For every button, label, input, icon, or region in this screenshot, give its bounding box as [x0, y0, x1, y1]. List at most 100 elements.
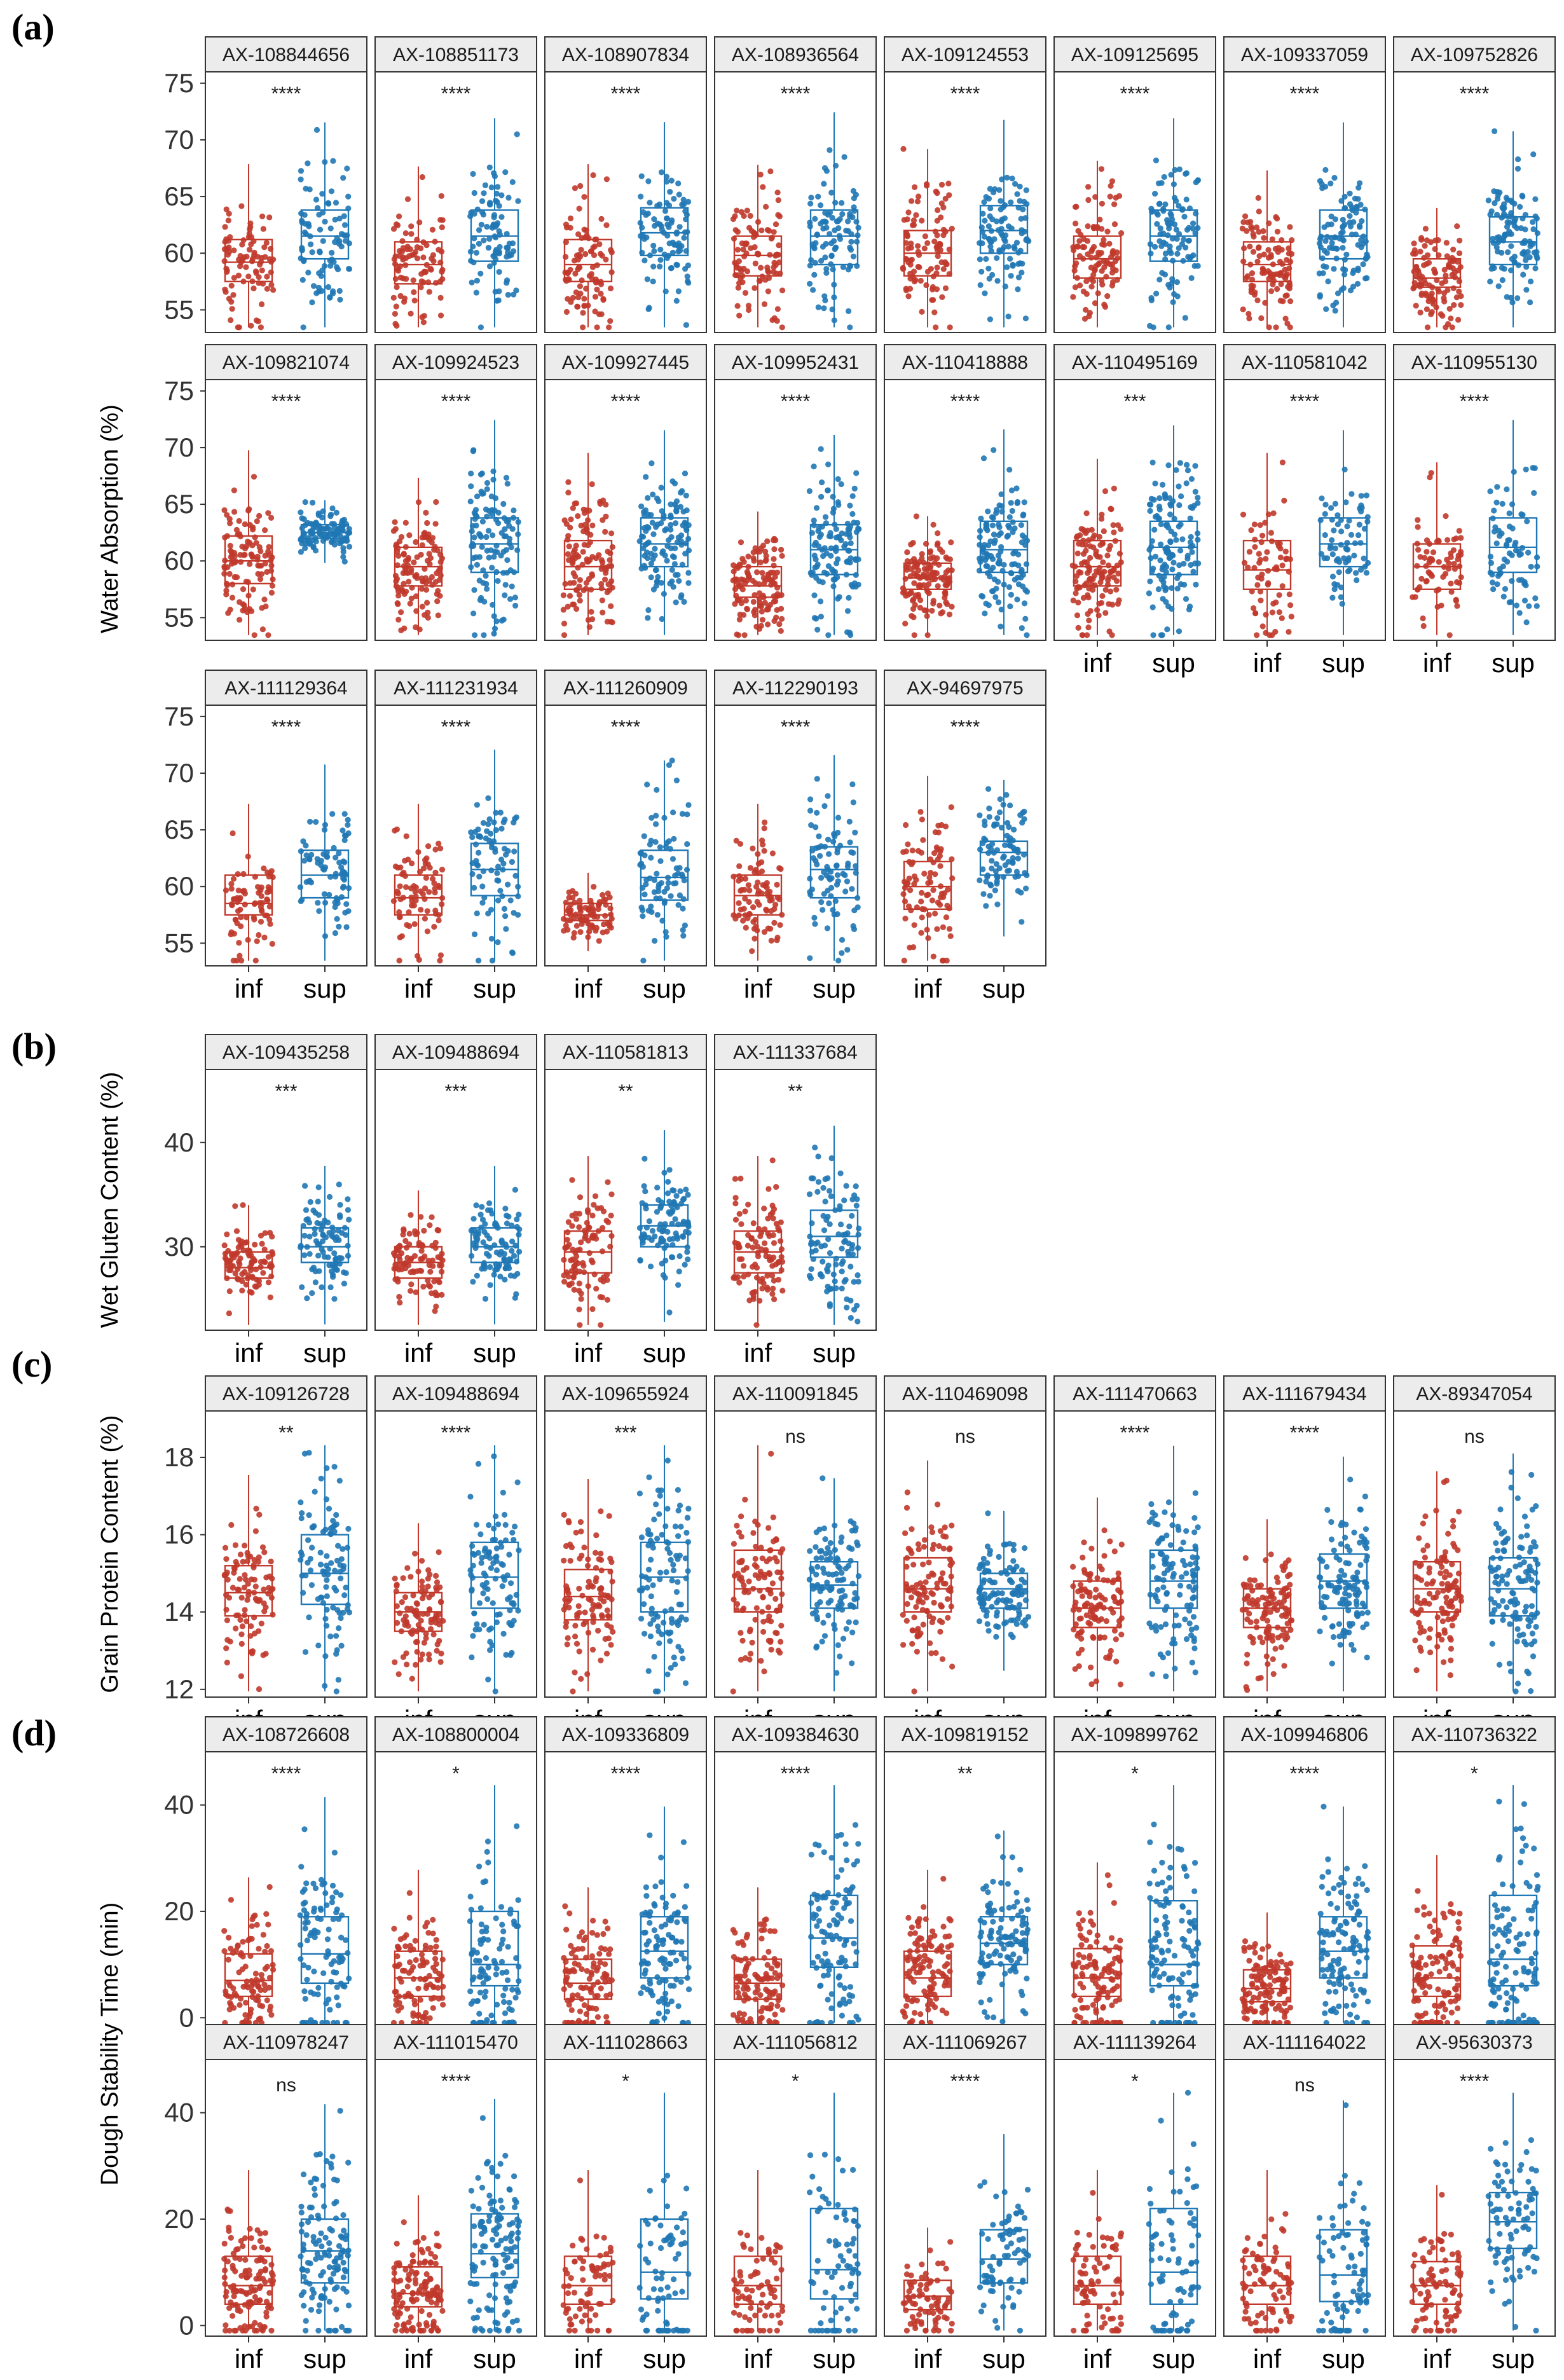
sup-point [668, 893, 674, 899]
inf-point [240, 870, 247, 877]
sup-point [665, 879, 671, 886]
sup-point [1158, 521, 1164, 528]
inf-point [260, 226, 266, 232]
sup-point [300, 324, 306, 331]
sup-point [850, 253, 856, 259]
inf-point [432, 890, 438, 896]
sup-point [846, 595, 852, 601]
inf-point [1268, 530, 1274, 536]
inf-point [1095, 290, 1101, 296]
inf-point [1244, 273, 1251, 279]
inf-point [603, 222, 610, 228]
sup-point [472, 841, 479, 848]
inf-point [1099, 200, 1105, 207]
inf-point [411, 298, 418, 304]
sup-point [483, 533, 490, 540]
inf-point [1445, 263, 1452, 270]
inf-point [902, 621, 909, 627]
inf-point [608, 1191, 615, 1197]
sup-point [315, 288, 322, 295]
inf-point [242, 521, 248, 528]
inf-point [1098, 166, 1105, 172]
inf-point [924, 240, 931, 246]
inf-point [434, 598, 441, 605]
sup-point [653, 813, 659, 819]
inf-point [937, 902, 943, 908]
sup-point [1176, 628, 1183, 635]
inf-point [410, 277, 416, 284]
inf-point [429, 1214, 435, 1220]
inf-point [226, 1288, 233, 1295]
sup-point [299, 246, 305, 252]
inf-point [939, 294, 945, 300]
sup-point [844, 947, 851, 953]
inf-point [923, 282, 929, 289]
sup-point [1165, 462, 1172, 469]
sup-point [1154, 221, 1160, 227]
x-tick-label-sup: sup [1322, 648, 1365, 678]
inf-point [737, 539, 744, 546]
y-tick-label: 75 [164, 68, 194, 98]
y-tick-label: 55 [164, 294, 194, 324]
facet-ax-109435258: AX-109435258***inf sup [205, 1034, 367, 1368]
sup-point [666, 224, 672, 230]
sup-point [996, 560, 1003, 567]
inf-point [223, 206, 230, 212]
sup-point [332, 930, 339, 937]
inf-point [902, 898, 909, 905]
sup-point [480, 1239, 486, 1246]
x-tick-label-inf: inf [235, 1338, 263, 1368]
inf-point [605, 890, 611, 897]
sup-point [1327, 181, 1334, 187]
sup-point [1167, 247, 1173, 254]
inf-point [406, 923, 413, 930]
inf-point [1077, 282, 1083, 289]
significance-label: **** [1460, 83, 1490, 104]
sup-point [996, 809, 1003, 816]
inf-point [261, 596, 268, 603]
inf-point [1248, 527, 1254, 533]
inf-point [424, 519, 430, 526]
sup-point [338, 244, 345, 250]
inf-point [603, 176, 610, 182]
facet-strip-label: AX-109124553 [902, 45, 1029, 65]
sup-point [345, 1196, 351, 1202]
inf-point [256, 512, 263, 519]
inf-point [598, 291, 604, 297]
sup-point [1015, 286, 1021, 292]
sup-point [1328, 213, 1334, 219]
sup-point [1534, 230, 1540, 237]
inf-point [1423, 549, 1430, 555]
sup-point [482, 1296, 489, 1302]
sup-point [474, 277, 481, 284]
sup-point [825, 563, 832, 570]
sup-point [1156, 506, 1163, 512]
sup-point [327, 294, 333, 300]
sup-point [662, 208, 669, 214]
sup-point [1355, 184, 1362, 191]
sup-point [638, 503, 645, 510]
sup-point [675, 288, 682, 294]
sup-point [1340, 224, 1346, 230]
inf-point [240, 586, 247, 593]
sup-point [645, 495, 651, 501]
sup-point [482, 182, 489, 188]
sup-point [1155, 212, 1161, 218]
inf-point [226, 1310, 232, 1317]
inf-point [1075, 600, 1081, 606]
sup-point [1023, 187, 1029, 193]
inf-point [903, 822, 909, 829]
sup-point [1347, 567, 1353, 573]
inf-point [1432, 270, 1439, 276]
x-tick-label-inf: inf [1083, 648, 1112, 678]
sup-point [336, 1181, 342, 1188]
sup-point [653, 821, 659, 827]
inf-point [590, 244, 596, 251]
sup-point [1173, 537, 1179, 543]
sup-point [1338, 528, 1345, 535]
inf-point [268, 868, 275, 874]
inf-point [234, 920, 240, 926]
sup-point [683, 507, 690, 514]
sup-point [1353, 209, 1359, 216]
inf-point [1240, 511, 1247, 518]
